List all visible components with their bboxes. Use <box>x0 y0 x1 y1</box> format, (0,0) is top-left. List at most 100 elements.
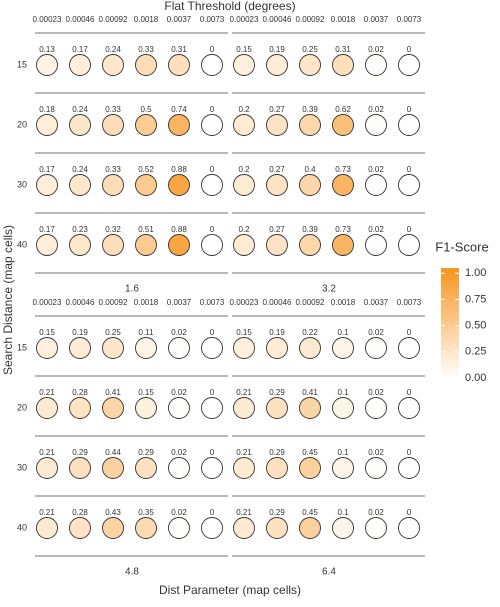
value-label: 0.25 <box>302 45 318 54</box>
dot <box>36 337 58 359</box>
dot <box>266 517 288 539</box>
row-label: 30 <box>17 179 27 189</box>
dot <box>102 457 124 479</box>
panel-label: 1.6 <box>125 284 139 295</box>
dot <box>266 397 288 419</box>
dot <box>266 457 288 479</box>
dot <box>201 54 223 76</box>
colorbar-label: 0.75 <box>465 293 486 305</box>
dot <box>398 54 420 76</box>
value-label: 0.32 <box>105 225 121 234</box>
dot <box>135 397 157 419</box>
column-label: 0.00023 <box>33 298 62 307</box>
value-label: 0.21 <box>236 388 252 397</box>
dot <box>102 517 124 539</box>
column-label: 0.0018 <box>331 15 356 24</box>
dot <box>299 234 321 256</box>
facet-title: Dist Parameter (map cells) <box>159 583 301 597</box>
value-label: 0.21 <box>39 388 55 397</box>
column-label: 0.00046 <box>263 298 292 307</box>
dot <box>233 234 255 256</box>
value-label: 0.19 <box>72 328 88 337</box>
value-label: 0.27 <box>269 105 285 114</box>
dot <box>365 337 387 359</box>
value-label: 0 <box>407 328 412 337</box>
value-label: 0.1 <box>337 328 349 337</box>
value-label: 0 <box>210 448 215 457</box>
value-label: 0 <box>407 448 412 457</box>
value-label: 0.24 <box>72 105 88 114</box>
value-label: 0.02 <box>368 508 384 517</box>
dot <box>168 174 190 196</box>
dot <box>332 234 354 256</box>
dot <box>299 457 321 479</box>
dot <box>332 457 354 479</box>
dot <box>332 174 354 196</box>
value-label: 0.45 <box>302 508 318 517</box>
dot <box>135 517 157 539</box>
column-label: 0.0037 <box>364 298 389 307</box>
column-label: 0.00046 <box>66 15 95 24</box>
value-label: 0.02 <box>368 448 384 457</box>
dot <box>36 457 58 479</box>
value-label: 0.21 <box>236 448 252 457</box>
value-label: 0.19 <box>269 45 285 54</box>
dot <box>201 517 223 539</box>
dot <box>102 114 124 136</box>
dot <box>135 337 157 359</box>
value-label: 0.02 <box>368 328 384 337</box>
dot <box>365 54 387 76</box>
value-label: 0.33 <box>138 45 154 54</box>
value-label: 0.22 <box>302 328 318 337</box>
dot <box>266 54 288 76</box>
value-label: 0.02 <box>171 388 187 397</box>
value-label: 0.39 <box>302 105 318 114</box>
value-label: 0.29 <box>269 508 285 517</box>
value-label: 0.74 <box>171 105 187 114</box>
dot <box>102 337 124 359</box>
value-label: 0.21 <box>39 448 55 457</box>
dot <box>233 337 255 359</box>
dot <box>135 234 157 256</box>
value-label: 0.17 <box>39 225 55 234</box>
column-label: 0.00092 <box>296 298 325 307</box>
value-label: 0 <box>210 105 215 114</box>
column-label: 0.0073 <box>200 298 225 307</box>
dot <box>201 114 223 136</box>
dot <box>168 54 190 76</box>
row-label: 20 <box>17 402 27 412</box>
row-label: 30 <box>17 462 27 472</box>
dot <box>398 397 420 419</box>
value-label: 0.02 <box>368 165 384 174</box>
value-label: 0.33 <box>105 105 121 114</box>
value-label: 0.51 <box>138 225 154 234</box>
dot <box>168 397 190 419</box>
dot <box>168 457 190 479</box>
dot <box>36 174 58 196</box>
dot <box>299 174 321 196</box>
dot <box>69 174 91 196</box>
column-label: 0.0037 <box>364 15 389 24</box>
dot <box>266 114 288 136</box>
value-label: 0.28 <box>72 388 88 397</box>
colorbar <box>441 268 459 378</box>
dot <box>69 54 91 76</box>
value-label: 0 <box>407 45 412 54</box>
dot <box>201 457 223 479</box>
value-label: 0.11 <box>139 328 155 337</box>
value-label: 0.88 <box>171 165 187 174</box>
dot <box>233 54 255 76</box>
value-label: 0.43 <box>105 508 121 517</box>
dot <box>69 337 91 359</box>
dot <box>398 457 420 479</box>
value-label: 0.41 <box>105 388 121 397</box>
column-label: 0.0018 <box>134 15 159 24</box>
column-label: 0.0073 <box>397 298 422 307</box>
value-label: 0.29 <box>269 388 285 397</box>
value-label: 0.27 <box>269 165 285 174</box>
column-label: 0.0018 <box>331 298 356 307</box>
row-label: 15 <box>17 59 27 69</box>
dot <box>36 54 58 76</box>
dot <box>135 54 157 76</box>
